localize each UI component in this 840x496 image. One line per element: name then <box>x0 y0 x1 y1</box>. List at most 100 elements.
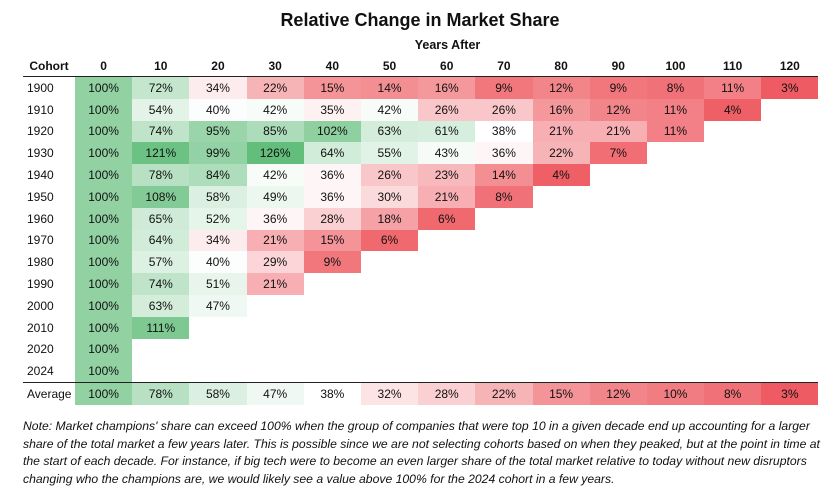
column-header-40: 40 <box>303 56 361 77</box>
row-label: 1900 <box>27 80 54 95</box>
heat-cell: 11% <box>646 120 705 143</box>
heatmap-body: 1900 100% 72% 34% 22% 15% 14% 16% 9% 12% 9% 8% 11% 3%… <box>23 76 819 405</box>
heat-cell: 22% <box>246 76 304 99</box>
heat-cell: 100% <box>75 294 133 317</box>
heat-cell: 8% <box>646 76 705 99</box>
table-row: 2000 100% 63% 47% <box>23 294 818 317</box>
table-row: 2010 100% 111% <box>23 316 818 339</box>
heat-cell: 34% <box>189 76 247 99</box>
heat-cell: 8% <box>704 382 762 405</box>
empty-cell <box>304 360 361 382</box>
empty-cell <box>132 360 189 382</box>
column-header-0: 0 <box>75 56 133 77</box>
heat-cell: 51% <box>189 273 247 295</box>
empty-cell <box>704 317 761 339</box>
empty-cell <box>590 295 647 317</box>
empty-cell <box>761 164 818 186</box>
heat-cell: 36% <box>246 207 304 230</box>
heat-cell: 9% <box>475 76 533 99</box>
column-header-30: 30 <box>246 56 304 77</box>
empty-cell <box>761 186 818 208</box>
empty-cell <box>704 230 761 252</box>
footnote: Note: Market champions' share can exceed… <box>23 419 820 486</box>
empty-cell <box>361 360 418 382</box>
row-label: 2000 <box>27 298 54 313</box>
chart-title: Relative Change in Market Share <box>280 10 560 30</box>
column-header-row: Cohort 0 10 20 30 40 50 60 70 80 90 100 110 120 <box>23 56 819 77</box>
heat-cell: 74% <box>132 120 190 143</box>
heat-cell: 22% <box>475 382 533 405</box>
heat-cell: 43% <box>418 142 476 165</box>
heat-cell: 64% <box>303 142 361 165</box>
heat-cell: 100% <box>75 120 133 143</box>
heat-cell: 61% <box>418 120 476 143</box>
empty-cell <box>189 339 246 361</box>
empty-cell <box>533 360 590 382</box>
heat-cell: 100% <box>75 251 133 274</box>
heat-cell: 11% <box>646 98 705 121</box>
heat-cell: 22% <box>532 142 590 165</box>
empty-cell <box>647 251 704 273</box>
table-row: 1910 100% 54% 40% 42% 35% 42% 26% 26% 16% 12% 11% 4% <box>23 98 818 121</box>
heat-cell: 4% <box>532 164 590 186</box>
heat-cell: 58% <box>189 185 247 208</box>
empty-cell <box>704 251 761 273</box>
row-label: 1980 <box>27 255 54 270</box>
empty-cell <box>704 360 761 382</box>
heat-cell: 40% <box>189 251 247 274</box>
column-header-20: 20 <box>189 56 247 77</box>
heat-cell: 12% <box>532 76 590 99</box>
empty-cell <box>475 317 532 339</box>
heat-cell: 11% <box>704 76 762 99</box>
table-row: 2024 100% <box>23 360 818 383</box>
row-label: 2020 <box>27 342 54 357</box>
heat-cell: 12% <box>589 98 647 121</box>
empty-cell <box>475 230 532 252</box>
heat-cell: 26% <box>475 98 533 121</box>
empty-cell <box>704 339 761 361</box>
heat-cell: 57% <box>132 251 190 274</box>
empty-cell <box>761 295 818 317</box>
empty-cell <box>533 208 590 230</box>
empty-cell <box>704 273 761 295</box>
heat-cell: 126% <box>246 142 304 165</box>
heat-cell: 30% <box>360 185 419 208</box>
heat-cell: 9% <box>589 76 647 99</box>
heat-cell: 100% <box>75 273 133 295</box>
row-header-cohort: Cohort <box>23 56 75 77</box>
row-label: 1960 <box>27 211 54 226</box>
empty-cell <box>761 121 818 143</box>
empty-cell <box>533 273 590 295</box>
heat-cell: 49% <box>246 185 304 208</box>
heat-cell: 36% <box>303 185 361 208</box>
empty-cell <box>590 208 647 230</box>
empty-cell <box>418 230 475 252</box>
empty-cell <box>304 295 361 317</box>
empty-cell <box>647 208 704 230</box>
heat-cell: 26% <box>360 164 419 186</box>
empty-cell <box>590 230 647 252</box>
empty-cell <box>647 317 704 339</box>
row-label: 2024 <box>27 364 54 379</box>
heat-cell: 6% <box>360 229 419 252</box>
empty-cell <box>475 251 532 273</box>
empty-cell <box>704 142 761 164</box>
empty-cell <box>533 339 590 361</box>
heat-cell: 99% <box>189 142 247 165</box>
heat-cell: 100% <box>75 164 133 186</box>
empty-cell <box>533 251 590 273</box>
heat-cell: 9% <box>303 251 361 274</box>
heat-cell: 38% <box>303 382 361 405</box>
heat-cell: 28% <box>418 382 476 405</box>
table-row: 1930 100% 121% 99% 126% 64% 55% 43% 36% 22% 7% <box>23 142 818 165</box>
empty-cell <box>704 186 761 208</box>
row-label: 1910 <box>27 102 54 117</box>
empty-cell <box>590 360 647 382</box>
heat-cell: 16% <box>418 76 476 99</box>
table-row: 1960 100% 65% 52% 36% 28% 18% 6% <box>23 207 818 230</box>
heat-cell: 34% <box>189 229 247 252</box>
row-label: Average <box>23 382 75 405</box>
heat-cell: 63% <box>360 120 419 143</box>
heat-cell: 100% <box>75 76 133 99</box>
row-label: 1940 <box>27 168 54 183</box>
